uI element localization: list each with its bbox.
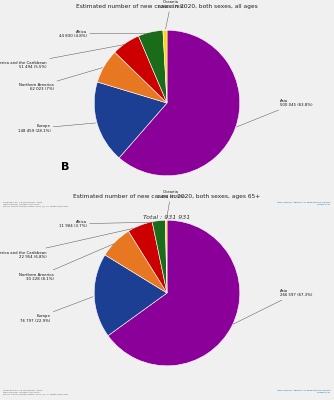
Text: Europe
148 459 (28.1%): Europe 148 459 (28.1%) [18, 123, 96, 133]
Wedge shape [94, 82, 167, 158]
Text: Northern America
30 228 (8.1%): Northern America 30 228 (8.1%) [19, 244, 114, 281]
Wedge shape [108, 220, 240, 366]
Wedge shape [115, 36, 167, 103]
Wedge shape [152, 220, 167, 293]
Text: Africa
44 830 (4.8%): Africa 44 830 (4.8%) [59, 30, 148, 38]
Wedge shape [163, 30, 167, 103]
Text: Africa
11 904 (3.7%): Africa 11 904 (3.7%) [59, 220, 156, 228]
Wedge shape [139, 30, 167, 103]
Text: International Agency for Research on Cancer
GLOBOCAN: International Agency for Research on Can… [277, 202, 331, 205]
Text: Latin America and the Caribbean
51 494 (5.5%): Latin America and the Caribbean 51 494 (… [0, 45, 124, 70]
Wedge shape [119, 30, 240, 176]
Text: Oceania
7 264 (0.78%): Oceania 7 264 (0.78%) [157, 0, 185, 29]
Text: Total : 931 931: Total : 931 931 [143, 215, 191, 220]
Text: Northern America
62 023 (7%): Northern America 62 023 (7%) [19, 68, 103, 91]
Wedge shape [105, 231, 167, 293]
Wedge shape [165, 220, 167, 293]
Text: Oceania
1 494 (0.25%): Oceania 1 494 (0.25%) [157, 190, 185, 219]
Text: Europe
76 797 (22.9%): Europe 76 797 (22.9%) [20, 297, 93, 323]
Wedge shape [97, 52, 167, 103]
Wedge shape [94, 255, 167, 336]
Title: Estimated number of new cases in 2020, both sexes, all ages: Estimated number of new cases in 2020, b… [76, 4, 258, 9]
Wedge shape [129, 222, 167, 293]
Title: Estimated number of new cases in 2020, both sexes, ages 65+: Estimated number of new cases in 2020, b… [73, 194, 261, 199]
Text: Released on: 15 December 2020
Data source: GLOBOCAN 2020
World Health Organizati: Released on: 15 December 2020 Data sourc… [3, 202, 68, 207]
Text: B: B [61, 162, 70, 172]
Text: Asia
266 597 (67.3%): Asia 266 597 (67.3%) [233, 289, 312, 324]
Text: Released on: 15 December 2020
Data source: GLOBOCAN 2020
World Health Organizati: Released on: 15 December 2020 Data sourc… [3, 390, 68, 395]
Text: Latin America and the Caribbean
22 954 (6.8%): Latin America and the Caribbean 22 954 (… [0, 227, 138, 260]
Text: International Agency for Research on Cancer
GLOBOCAN: International Agency for Research on Can… [277, 390, 331, 393]
Text: Asia
500 045 (63.8%): Asia 500 045 (63.8%) [236, 99, 313, 127]
